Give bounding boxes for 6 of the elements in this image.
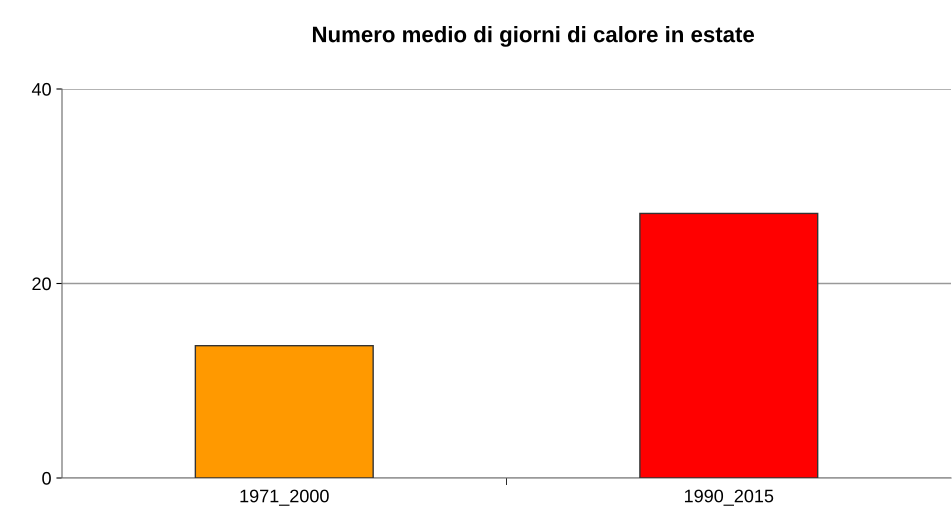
y-tick-label: 40 <box>32 82 51 96</box>
y-tick-label: 0 <box>42 472 51 485</box>
x-tick-label: 1990_2015 <box>684 490 774 506</box>
y-tick-label: 20 <box>32 277 51 290</box>
chart-title: Numero medio di giorni di calore in estate <box>312 26 754 47</box>
x-tick-label: 1971_2000 <box>240 490 329 506</box>
